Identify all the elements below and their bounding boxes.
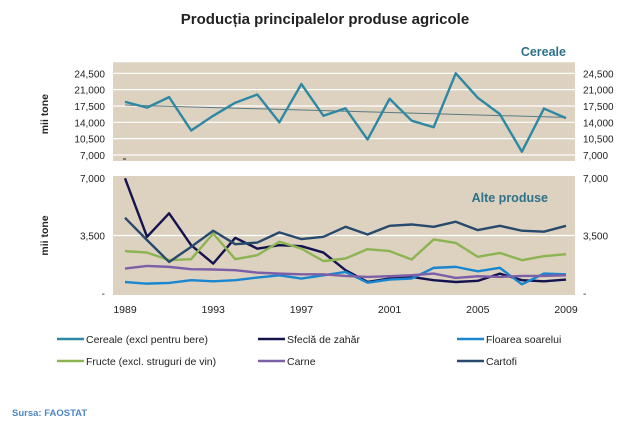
y-tick-label-left: 3,500 — [80, 232, 105, 243]
x-tick-label: 1997 — [290, 304, 314, 316]
trendline — [124, 104, 567, 118]
y-tick-label-right: 7,000 — [583, 174, 608, 185]
legend-item: Fructe (excl. struguri de vin) — [57, 356, 216, 368]
y-tick-label-left: 14,000 — [74, 118, 105, 129]
y-tick-label-left: 17,500 — [74, 102, 105, 113]
alte-produse-panel: 7,000 7,000 3,500 3,500 - - mii tone Alte produ… — [39, 174, 608, 316]
y-tick-label-right: 10,500 — [583, 135, 614, 146]
legend-item: Cereale (excl pentru bere) — [57, 334, 208, 346]
series-line-cartofi — [124, 216, 567, 264]
legend: Cereale (excl pentru bere) Sfeclă de zahă… — [57, 334, 561, 368]
y-tick-label-right: 21,000 — [583, 86, 614, 97]
series-line-floarea-soarelui — [124, 265, 567, 286]
y-tick-label-left: 24,500 — [74, 69, 105, 80]
y-tick-label-right: 14,000 — [583, 118, 614, 129]
series-line-cereale-excl-pentru-bere- — [124, 72, 567, 153]
series-line-fructe-excl-struguri-de-vin- — [124, 232, 567, 263]
panel-label: Cereale — [521, 45, 566, 59]
panel-label: Alte produse — [472, 191, 548, 205]
y-tick-label-left: 10,500 — [74, 135, 105, 146]
x-tick-label: 1993 — [202, 304, 226, 316]
legend-label: Fructe (excl. struguri de vin) — [86, 356, 216, 368]
y-tick-label-left: 7,000 — [80, 151, 105, 162]
y-axis-label: mii tone — [39, 215, 51, 255]
legend-label: Cartofi — [486, 356, 517, 368]
legend-item: Sfeclă de zahăr — [258, 334, 360, 346]
y-tick-label-left: 7,000 — [80, 174, 105, 185]
x-tick-label: 2005 — [466, 304, 490, 316]
legend-label: Carne — [287, 356, 316, 368]
x-tick-label: 1989 — [113, 304, 137, 316]
x-tick-label: 2009 — [554, 304, 578, 316]
source-note: Sursa: FAOSTAT — [12, 408, 87, 419]
legend-label: Cereale (excl pentru bere) — [86, 334, 208, 346]
y-tick-label-right: 17,500 — [583, 102, 614, 113]
y-tick-label-right: - — [583, 289, 586, 300]
legend-label: Floarea soarelui — [486, 334, 561, 346]
cereale-panel: 24,500 24,500 21,000 21,000 17,500 17,500 14,0… — [39, 45, 614, 162]
y-tick-label-right: 7,000 — [583, 151, 608, 162]
series-line-carne — [124, 264, 567, 280]
legend-item: Carne — [258, 356, 316, 368]
y-tick-label-left: - — [102, 289, 105, 300]
chart-title: Producția principalelor produse agricole — [181, 11, 469, 28]
y-tick-label-right: 3,500 — [583, 232, 608, 243]
x-tick-label: 2001 — [378, 304, 402, 316]
legend-item: Floarea soarelui — [457, 334, 561, 346]
legend-label: Sfeclă de zahăr — [287, 334, 360, 346]
y-axis-label: mii tone — [39, 94, 51, 134]
y-tick-label-right: 24,500 — [583, 69, 614, 80]
legend-item: Cartofi — [457, 356, 517, 368]
y-tick-label-left: 21,000 — [74, 86, 105, 97]
